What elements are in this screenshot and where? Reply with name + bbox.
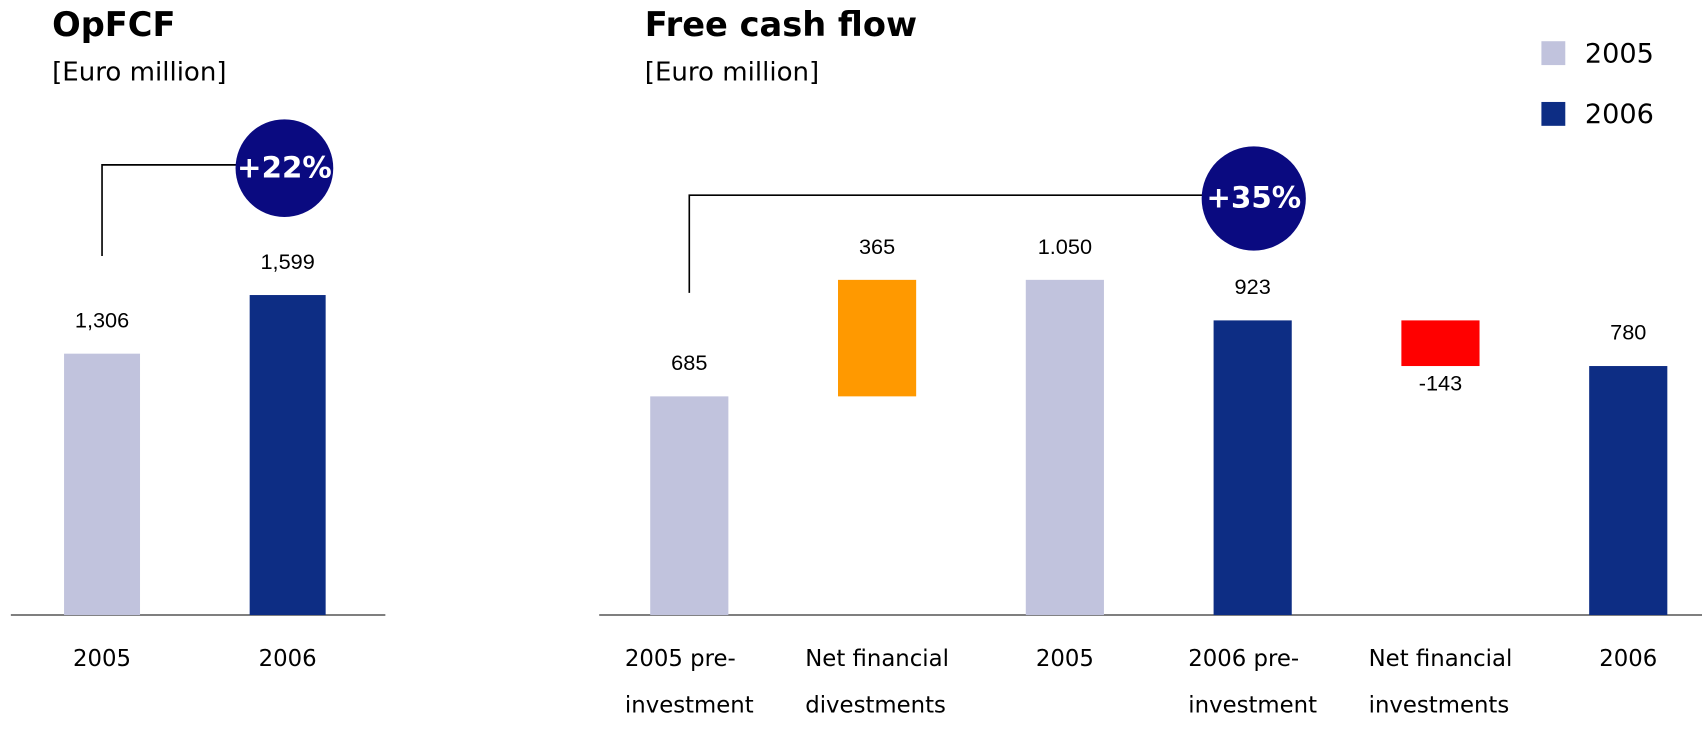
legend-label: 2006 [1584,98,1654,130]
value-label: -143 [1418,372,1463,397]
bar [1025,279,1104,616]
category-label: Net financial divestments [805,645,949,719]
bar [249,295,326,616]
chart-title: Free cash flow [644,5,918,45]
value-label: 1.050 [1037,235,1093,260]
bar [838,279,917,397]
legend-swatch [1541,101,1566,126]
value-label: 365 [858,235,896,260]
value-label: 780 [1610,321,1647,346]
annotation-badge [1201,146,1306,251]
chart-subtitle: [Euro million] [52,56,227,87]
chart-subtitle: [Euro million] [644,56,820,87]
category-label: 2005 [1035,645,1094,672]
value-label: 1,599 [260,250,315,275]
value-label: 685 [671,351,708,376]
bar [1401,320,1480,367]
annotation: +22% [237,151,332,185]
value-label: 923 [1234,275,1271,300]
bar [1213,320,1292,616]
category-label: 2006 pre- investment [1188,645,1318,719]
category-label: 2005 [73,645,132,672]
category-label: 2006 [1599,645,1658,672]
bracket [688,194,1254,293]
bar [1589,366,1668,616]
value-label: 1,306 [74,309,130,334]
category-label: 2005 pre- investment [624,645,754,719]
legend-swatch [1541,41,1566,66]
annotation-badge [235,119,334,217]
legend-label: 2005 [1584,37,1654,69]
category-label: Net financial investments [1368,645,1513,719]
chart-title: OpFCF [52,5,176,45]
bar [650,396,729,616]
annotation: +35% [1206,181,1302,216]
bracket [101,164,285,256]
category-label: 2006 [258,645,317,672]
bar [64,353,141,616]
